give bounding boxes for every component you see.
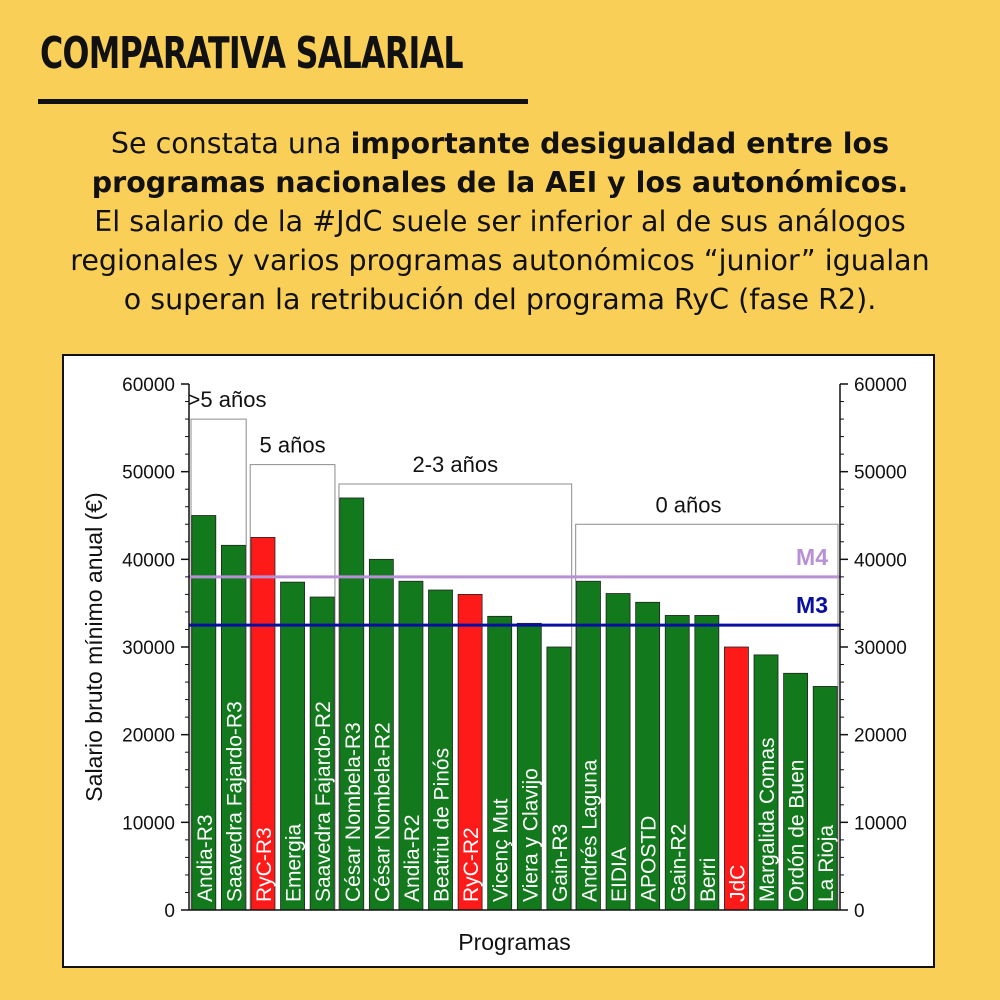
bar-label: Beatriu de Pinós xyxy=(431,748,454,902)
y-tick-label-right: 0 xyxy=(854,901,865,922)
bar-label: César Nombela-R2 xyxy=(371,722,394,902)
y-tick-label-right: 30000 xyxy=(854,638,907,659)
y-tick-label: 60000 xyxy=(122,375,175,396)
y-tick-label: 20000 xyxy=(122,726,175,747)
group-label: 0 años xyxy=(655,492,721,517)
y-tick-label: 10000 xyxy=(122,813,175,834)
bar-label: RyC-R2 xyxy=(460,827,483,902)
y-tick-label-right: 50000 xyxy=(854,463,907,484)
bar-label: Andia-R2 xyxy=(401,814,424,902)
intro-line-4: regionales y varios programas autonómico… xyxy=(20,241,980,280)
group-label: 2-3 años xyxy=(413,452,499,477)
salary-bar-chart: >5 años 5 años 2-3 años 0 años Andia-R3 Saav… xyxy=(64,356,933,966)
x-axis-title: Programas xyxy=(458,929,570,955)
y-tick-label: 30000 xyxy=(122,638,175,659)
y-tick-label: 50000 xyxy=(122,463,175,484)
bar-label: César Nombela-R3 xyxy=(342,722,365,902)
bar-label: APOSTD xyxy=(638,816,661,902)
y-tick-label-right: 40000 xyxy=(854,550,907,571)
bar-label: Ordón de Buen xyxy=(786,760,809,902)
intro-text: Se constata una importante desigualdad e… xyxy=(20,124,980,319)
bar-label: Viera y Clavijo xyxy=(519,768,542,902)
intro-line-5: o superan la retribución del programa Ry… xyxy=(20,280,980,319)
y-tick-label-right: 10000 xyxy=(854,813,907,834)
bar-label: Emergia xyxy=(283,823,306,902)
intro-line-1: Se constata una importante desigualdad e… xyxy=(20,124,980,163)
bar-label: La Rioja xyxy=(815,825,838,902)
y-tick-label-right: 60000 xyxy=(854,375,907,396)
y-tick-label-right: 20000 xyxy=(854,726,907,747)
intro-line-3: El salario de la #JdC suele ser inferior… xyxy=(20,202,980,241)
bar-label: RyC-R3 xyxy=(253,827,276,902)
intro-line-1-plain: Se constata una xyxy=(111,127,351,160)
intro-line-1-bold: importante desigualdad entre los xyxy=(351,127,890,160)
bar-label: Vicenç Mut xyxy=(490,798,513,902)
bar-label: Berri xyxy=(697,858,720,902)
group-label: >5 años xyxy=(188,387,267,412)
y-axis-title: Salario bruto mínimo anual (€) xyxy=(81,492,107,801)
page-title: COMPARATIVA SALARIAL xyxy=(40,28,463,79)
bar-label: Margalida Comas xyxy=(756,737,779,902)
bar-label: Andia-R3 xyxy=(194,814,217,902)
reference-line-label: M4 xyxy=(796,544,828,570)
intro-line-2-bold: programas nacionales de la AEI y los aut… xyxy=(92,166,909,199)
reference-line-label: M3 xyxy=(796,592,828,618)
bar-label: EIDIA xyxy=(608,847,631,902)
bar-label: Gain-R3 xyxy=(549,824,572,902)
y-tick-label: 0 xyxy=(164,901,175,922)
group-label: 5 años xyxy=(260,433,326,458)
bar-label: JdC xyxy=(726,865,749,902)
chart-panel: >5 años 5 años 2-3 años 0 años Andia-R3 Saav… xyxy=(62,354,935,968)
intro-line-2: programas nacionales de la AEI y los aut… xyxy=(20,163,980,202)
y-tick-label: 40000 xyxy=(122,550,175,571)
bar-label: Andrés Laguna xyxy=(578,759,601,902)
bar-label: Saavedra Fajardo-R3 xyxy=(223,701,246,902)
bar-label: Gain-R2 xyxy=(667,824,690,902)
title-underline xyxy=(38,99,528,104)
bar-label: Saavedra Fajardo-R2 xyxy=(312,701,335,902)
